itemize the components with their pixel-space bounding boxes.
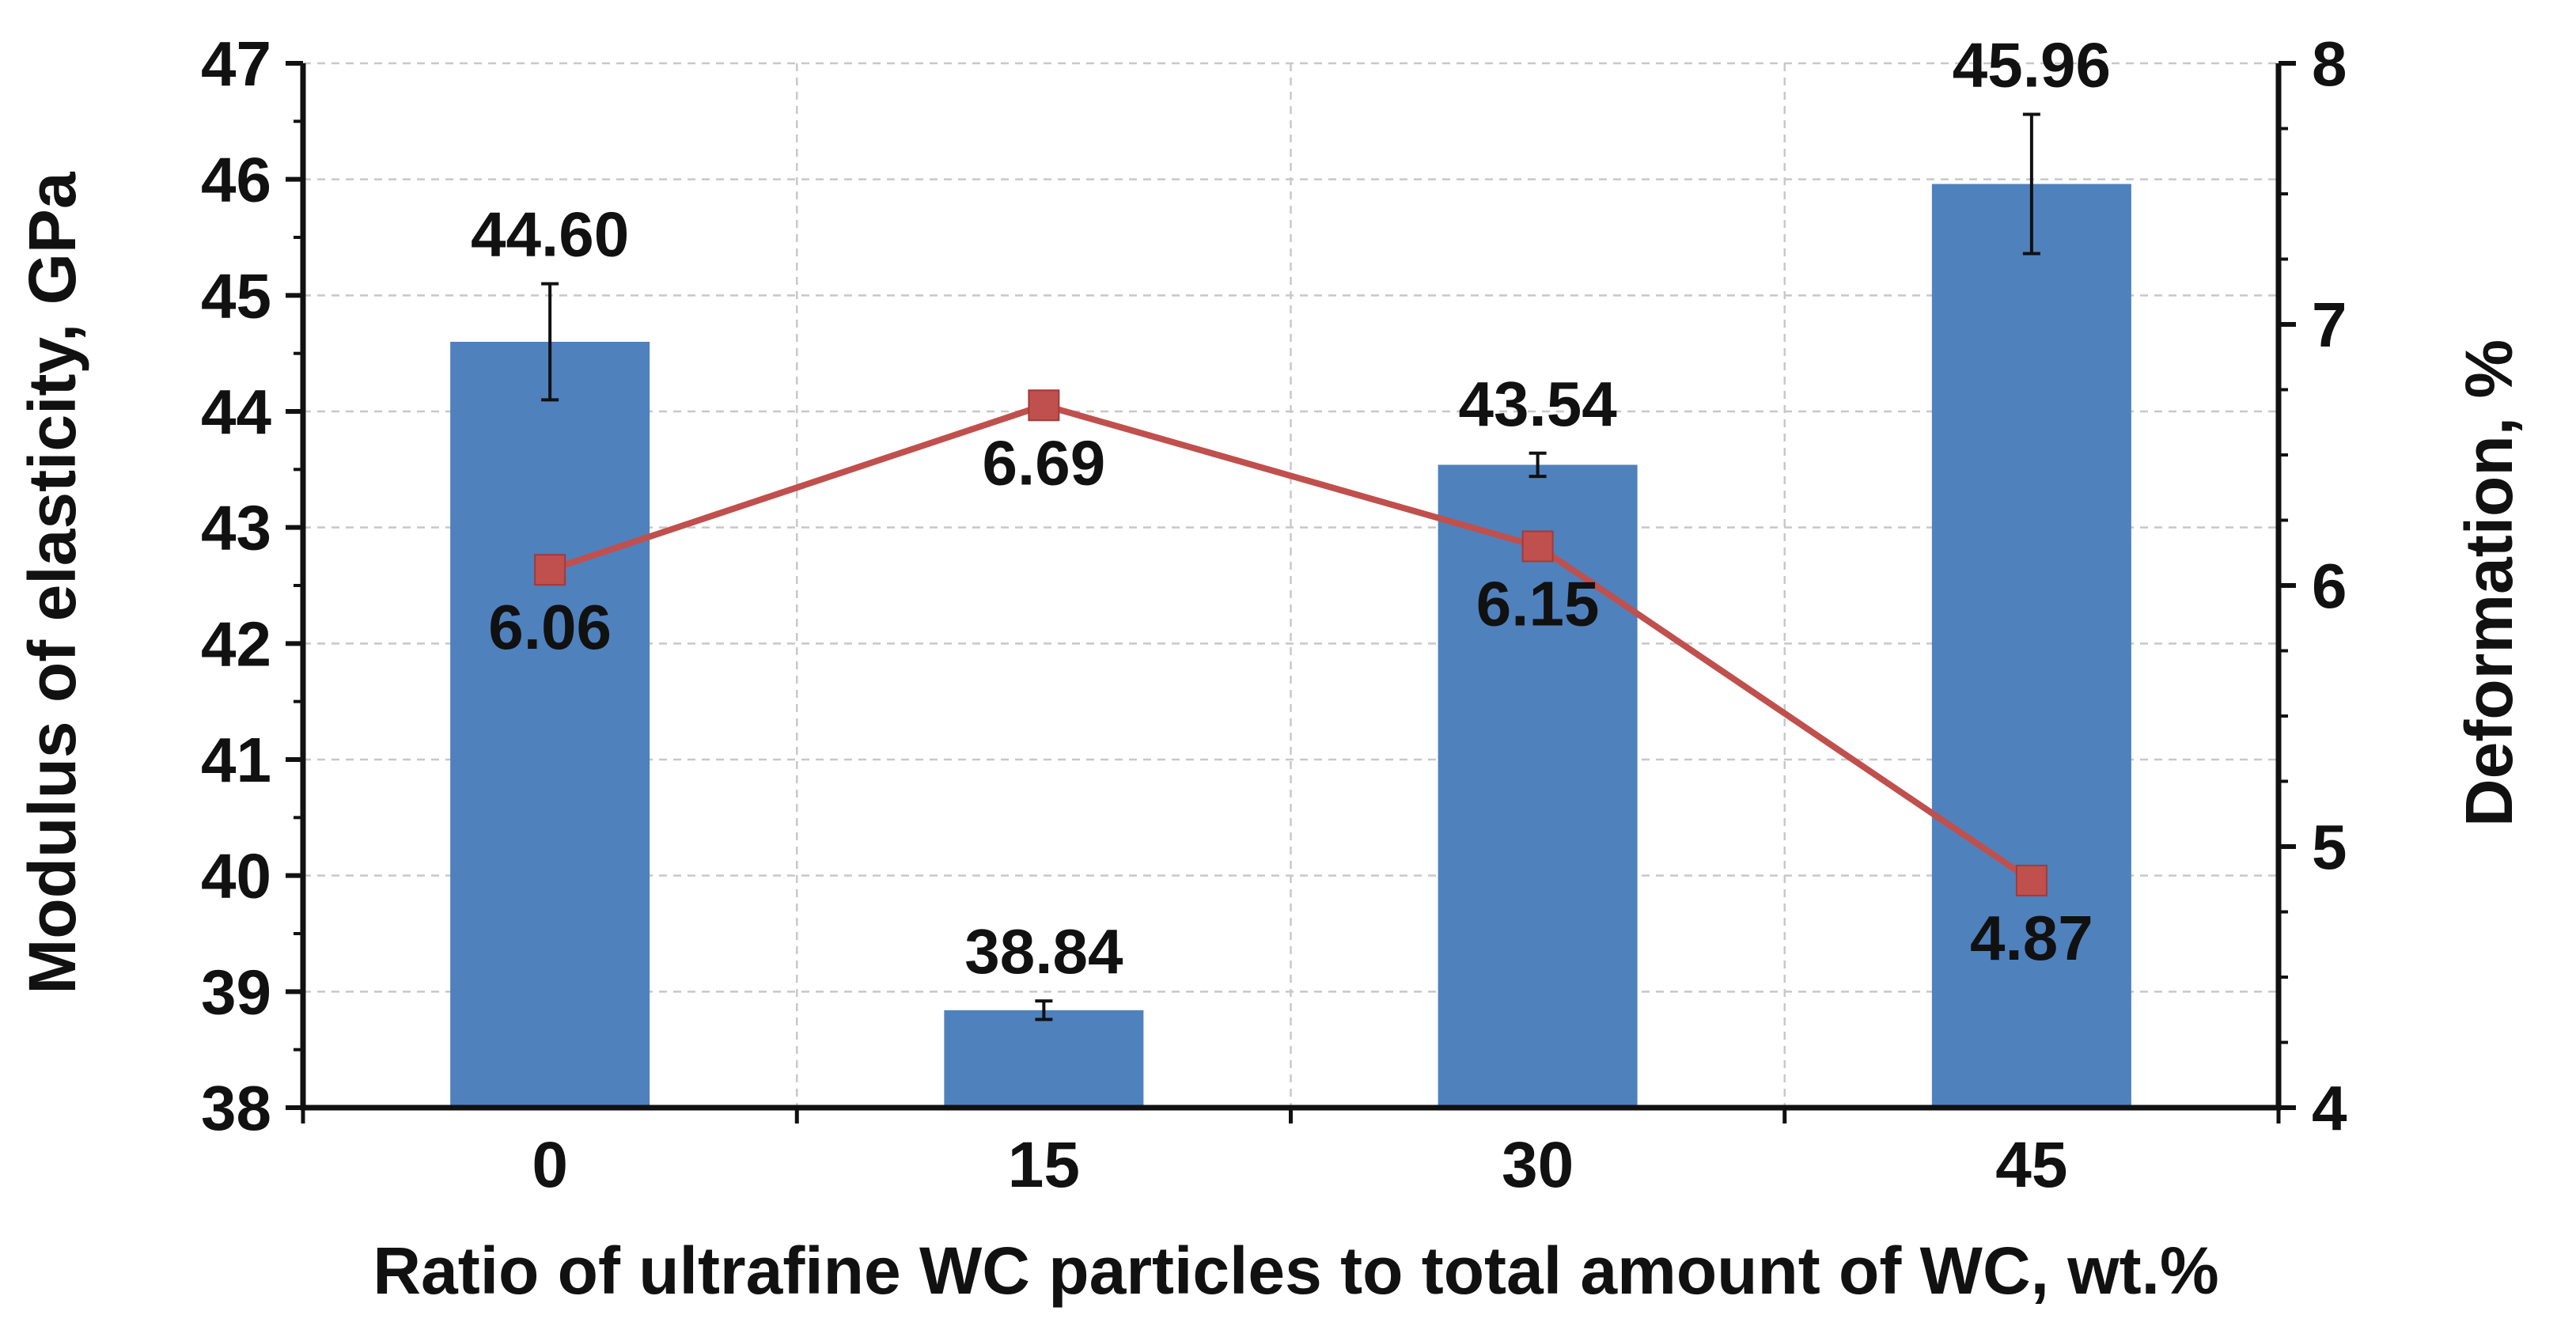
deformation-marker-45 (2015, 864, 2048, 896)
y2-tick-label: 8 (2312, 28, 2347, 99)
bar-15 (944, 1010, 1144, 1108)
y2-tick-label: 6 (2312, 551, 2347, 621)
y-tick-label: 42 (201, 608, 271, 679)
bar-value-label-45: 45.96 (1953, 30, 2111, 100)
bars (450, 184, 2131, 1108)
x-tick-label-30: 30 (1502, 1129, 1574, 1201)
y-tick-label: 38 (201, 1073, 271, 1143)
deformation-value-label-0: 6.06 (488, 592, 612, 662)
y-tick-label: 45 (201, 260, 271, 331)
bar-value-label-30: 43.54 (1459, 369, 1618, 439)
deformation-value-label-30: 6.15 (1476, 569, 1600, 639)
y-axis-title: Modulus of elasticity, GPa (15, 171, 89, 995)
deformation-value-label-45: 4.87 (1970, 903, 2093, 973)
y-tick-label: 39 (201, 957, 271, 1027)
y2-tick-label: 4 (2312, 1073, 2347, 1143)
y-tick-label: 47 (201, 28, 271, 99)
y2-tick-label: 5 (2312, 812, 2347, 882)
y-tick-label: 46 (201, 145, 271, 215)
deformation-line (534, 389, 2048, 896)
deformation-marker-30 (1521, 530, 1554, 563)
data-labels: 44.60 38.84 43.54 45.96 6.06 6.69 6.15 4.87 (471, 30, 2111, 987)
deformation-marker-15 (1028, 389, 1060, 422)
y-tick-label: 40 (201, 841, 271, 911)
deformation-polyline (548, 402, 2034, 884)
x-tick-label-15: 15 (1008, 1129, 1080, 1201)
x-axis-title: Ratio of ultrafine WC particles to total… (373, 1233, 2218, 1308)
bar-value-label-0: 44.60 (471, 199, 629, 270)
error-bars (541, 112, 2040, 1021)
y-tick-label: 43 (201, 493, 271, 563)
bar-30 (1438, 464, 1638, 1108)
bar-0 (450, 342, 650, 1108)
deformation-value-label-15: 6.69 (983, 427, 1106, 498)
bar-value-label-15: 38.84 (964, 916, 1123, 987)
deformation-marker-0 (534, 554, 566, 586)
y-tick-label: 44 (201, 377, 271, 447)
y2-axis-title: Deformation, % (2452, 339, 2526, 827)
y2-tick-label: 7 (2312, 290, 2347, 360)
x-tick-label-0: 0 (532, 1129, 568, 1201)
x-tick-label-45: 45 (1995, 1129, 2067, 1201)
bar-45 (1931, 184, 2131, 1108)
y-tick-label: 41 (201, 725, 271, 795)
